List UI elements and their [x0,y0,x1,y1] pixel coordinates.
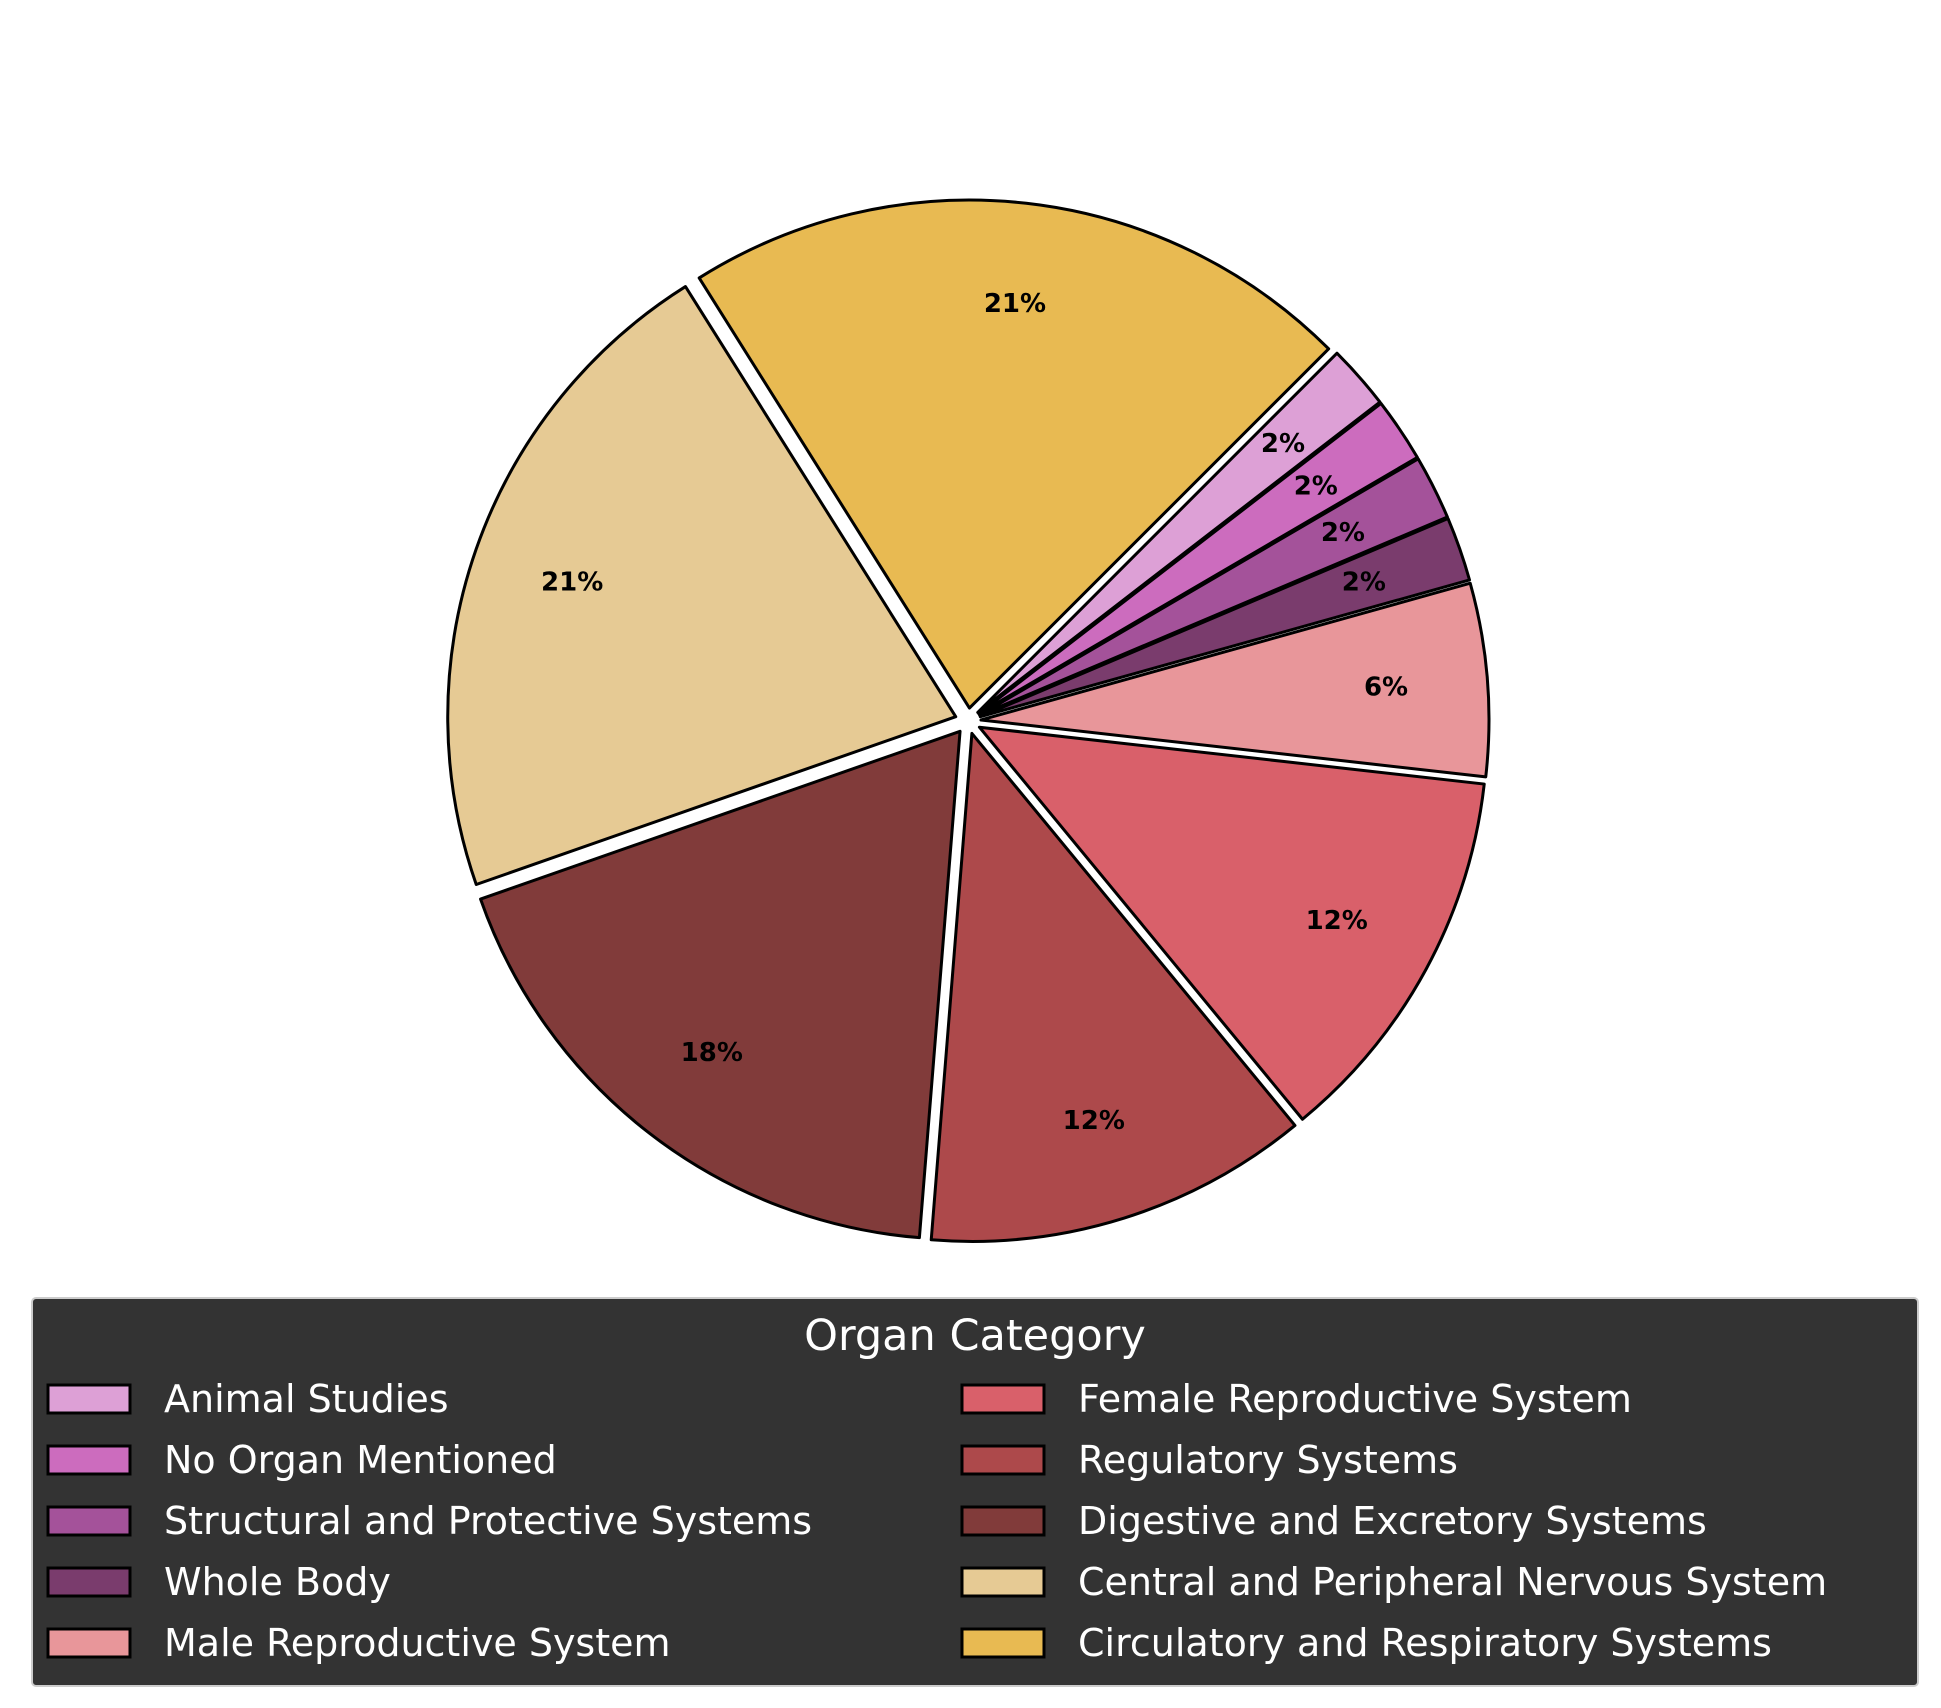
legend-label-digestive-and-excretory-systems: Digestive and Excretory Systems [1078,1499,1707,1543]
legend-label-circulatory-and-respiratory-systems: Circulatory and Respiratory Systems [1078,1621,1772,1665]
percent-label-regulatory-systems: 12% [1063,1106,1125,1136]
percent-label-circulatory-and-respiratory-systems: 21% [984,289,1046,319]
legend-label-whole-body: Whole Body [164,1560,391,1604]
legend-swatch-male-reproductive-system [46,1627,132,1659]
pie-slice-circulatory-and-respiratory-systems [697,198,1331,710]
legend-swatch-circulatory-and-respiratory-systems [960,1627,1046,1659]
pie-slice-animal-studies [976,351,1382,714]
pie-slice-regulatory-systems [929,731,1297,1243]
legend-label-no-organ-mentioned: No Organ Mentioned [164,1438,557,1482]
legend: Organ Category Animal Studies No Organ Me… [31,1297,1919,1687]
legend-entry-no-organ-mentioned: No Organ Mentioned [46,1438,557,1482]
percent-label-no-organ-mentioned: 2% [1294,472,1338,502]
percent-label-whole-body: 2% [1342,567,1386,597]
legend-entry-circulatory-and-respiratory-systems: Circulatory and Respiratory Systems [960,1621,1772,1665]
pie-slice-whole-body [978,517,1472,719]
legend-swatch-regulatory-systems [960,1444,1046,1476]
legend-title: Organ Category [804,1311,1146,1361]
percent-label-structural-and-protective-systems: 2% [1321,518,1365,548]
legend-entry-whole-body: Whole Body [46,1560,391,1604]
legend-background [31,1297,1919,1687]
pie-slice-structural-and-protective-systems [978,457,1449,717]
percent-label-digestive-and-excretory-systems: 18% [681,1038,743,1068]
pie-slice-central-and-peripheral-nervous-system [446,285,958,886]
legend-swatch-central-and-peripheral-nervous-system [960,1566,1046,1598]
legend-label-male-reproductive-system: Male Reproductive System [164,1621,671,1665]
legend-label-structural-and-protective-systems: Structural and Protective Systems [164,1499,812,1543]
legend-label-female-reproductive-system: Female Reproductive System [1078,1377,1632,1421]
legend-swatch-no-organ-mentioned [46,1444,132,1476]
legend-label-central-and-peripheral-nervous-system: Central and Peripheral Nervous System [1078,1560,1827,1604]
percent-label-male-reproductive-system: 6% [1364,672,1408,702]
legend-entry-structural-and-protective-systems: Structural and Protective Systems [46,1499,812,1543]
legend-label-animal-studies: Animal Studies [164,1377,449,1421]
legend-label-regulatory-systems: Regulatory Systems [1078,1438,1458,1482]
legend-swatch-female-reproductive-system [960,1383,1046,1415]
legend-swatch-whole-body [46,1566,132,1598]
pie-slice-digestive-and-excretory-systems [479,729,962,1240]
pie-percent-labels: 2% 2% 2% 2% 6% 12% 12% 18% 21% 21% [541,289,1408,1136]
legend-entry-female-reproductive-system: Female Reproductive System [960,1377,1632,1421]
legend-entry-male-reproductive-system: Male Reproductive System [46,1621,671,1665]
legend-swatch-structural-and-protective-systems [46,1505,132,1537]
legend-entry-digestive-and-excretory-systems: Digestive and Excretory Systems [960,1499,1707,1543]
legend-items: Animal Studies No Organ Mentioned Structur… [46,1377,1827,1665]
percent-label-central-and-peripheral-nervous-system: 21% [541,567,603,597]
pie-slice-female-reproductive-system [977,725,1486,1121]
legend-entry-regulatory-systems: Regulatory Systems [960,1438,1458,1482]
legend-entry-animal-studies: Animal Studies [46,1377,449,1421]
percent-label-female-reproductive-system: 12% [1306,906,1368,936]
pie-slice-no-organ-mentioned [977,401,1419,716]
pie-slice-male-reproductive-system [979,581,1491,779]
percent-label-animal-studies: 2% [1261,429,1305,459]
legend-swatch-animal-studies [46,1383,132,1415]
legend-entry-central-and-peripheral-nervous-system: Central and Peripheral Nervous System [960,1560,1827,1604]
pie-slices [446,198,1491,1243]
legend-swatch-digestive-and-excretory-systems [960,1505,1046,1537]
